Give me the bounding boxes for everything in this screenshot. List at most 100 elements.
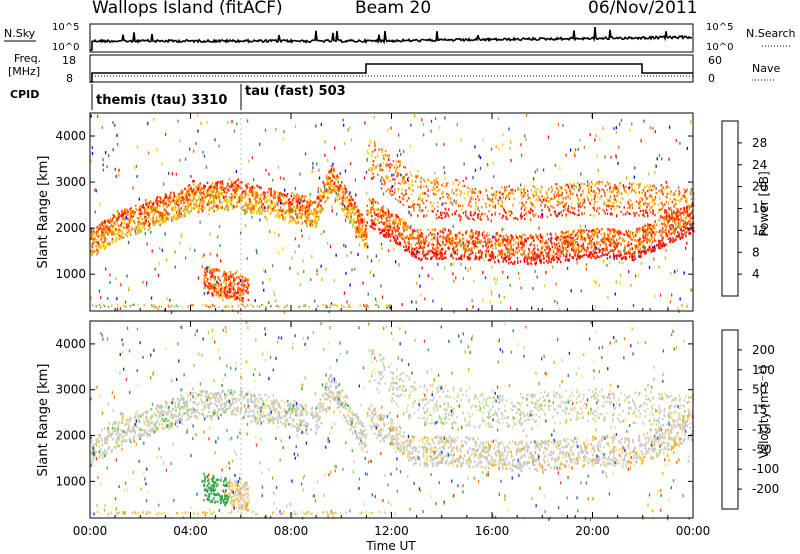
- echo-cell: [189, 211, 191, 214]
- echo-cell: [421, 252, 424, 255]
- echo-cell: [206, 203, 209, 206]
- echo-cell: [591, 182, 594, 186]
- echo-cell: [647, 202, 649, 206]
- echo-cell: [399, 221, 401, 224]
- echo-cell: [493, 192, 495, 195]
- echo-cell: [350, 195, 353, 198]
- echo-cell: [658, 246, 661, 250]
- echo-cell: [504, 244, 506, 247]
- echo-cell: [190, 187, 192, 190]
- echo-cell: [92, 242, 94, 245]
- echo-cell: [573, 184, 575, 187]
- echo-cell: [629, 205, 631, 208]
- echo-cell: [570, 233, 572, 236]
- echo-cell: [660, 202, 663, 205]
- echo-cell: [383, 229, 385, 233]
- echo-cell: [423, 254, 425, 257]
- echo-cell: [391, 164, 393, 167]
- echo-cell: [131, 213, 134, 216]
- echo-cell: [282, 203, 285, 206]
- echo-cell: [215, 182, 217, 186]
- echo-cell: [254, 203, 256, 206]
- echo-cell: [631, 253, 633, 256]
- nsearch-label: N.Search: [746, 27, 796, 40]
- echo-cell: [510, 211, 513, 214]
- echo-cell: [371, 177, 374, 180]
- echo-cell: [505, 217, 507, 220]
- echo-cell: [395, 214, 397, 218]
- echo-cell: [545, 199, 547, 202]
- echo-cell: [508, 262, 510, 265]
- echo-cell: [247, 182, 250, 185]
- echo-cell: [474, 257, 477, 261]
- echo-cell: [157, 210, 160, 214]
- echo-cell: [404, 241, 407, 245]
- echo-cell: [481, 251, 483, 254]
- echo-cell: [312, 220, 315, 223]
- echo-cell: [689, 191, 691, 194]
- echo-cell: [97, 228, 100, 231]
- echo-cell: [638, 201, 640, 204]
- echo-cell: [265, 200, 268, 203]
- echo-cell: [611, 249, 614, 252]
- echo-cell: [247, 206, 249, 210]
- echo-cell: [193, 207, 195, 210]
- echo-cell: [119, 234, 121, 238]
- echo-cell: [604, 194, 606, 197]
- echo-cell: [379, 169, 381, 172]
- echo-cell: [429, 231, 432, 234]
- echo-cell: [624, 190, 626, 193]
- echo-cell: [384, 181, 386, 184]
- echo-cell: [688, 228, 691, 232]
- echo-cell: [95, 245, 97, 248]
- echo-cell: [455, 233, 458, 237]
- echo-cell: [665, 215, 668, 218]
- echo-cell: [523, 190, 525, 193]
- echo-cell: [243, 196, 245, 199]
- echo-cell: [285, 211, 288, 214]
- echo-cell: [197, 185, 200, 189]
- echo-cell: [418, 257, 420, 260]
- echo-cell: [566, 249, 569, 253]
- echo-cell: [138, 216, 141, 220]
- echo-cell: [424, 253, 427, 257]
- echo-cell: [301, 207, 304, 211]
- echo-cell: [162, 213, 165, 217]
- echo-cell: [280, 201, 283, 205]
- echo-cell: [617, 251, 619, 254]
- echo-cell: [300, 216, 302, 220]
- echo-cell: [97, 245, 99, 248]
- echo-cell: [109, 231, 112, 234]
- echo-cell: [459, 256, 462, 259]
- echo-cell: [95, 233, 98, 237]
- echo-cell: [556, 200, 558, 203]
- echo-cell: [115, 228, 117, 231]
- echo-cell: [130, 217, 133, 220]
- echo-cell: [296, 206, 299, 210]
- echo-cell: [387, 176, 389, 179]
- echo-cell: [612, 235, 614, 238]
- echo-cell: [311, 201, 313, 204]
- echo-cell: [588, 253, 591, 257]
- echo-cell: [573, 238, 576, 242]
- echo-cell: [388, 154, 390, 157]
- echo-cell: [319, 208, 321, 211]
- echo-cell: [296, 196, 299, 199]
- echo-cell: [600, 181, 602, 184]
- echo-cell: [373, 223, 375, 226]
- echo-cell: [533, 253, 536, 256]
- echo-cell: [397, 223, 399, 226]
- echo-cell: [350, 217, 352, 220]
- echo-cell: [393, 191, 396, 194]
- echo-cell: [608, 236, 611, 239]
- echo-cell: [675, 199, 677, 202]
- echo-cell: [221, 201, 223, 204]
- echo-cell: [211, 185, 213, 188]
- echo-cell: [127, 221, 129, 225]
- echo-cell: [419, 193, 422, 196]
- echo-cell: [210, 191, 213, 194]
- echo-cell: [451, 242, 453, 245]
- echo-cell: [176, 211, 178, 214]
- echo-cell: [477, 214, 479, 217]
- echo-cell: [372, 199, 374, 202]
